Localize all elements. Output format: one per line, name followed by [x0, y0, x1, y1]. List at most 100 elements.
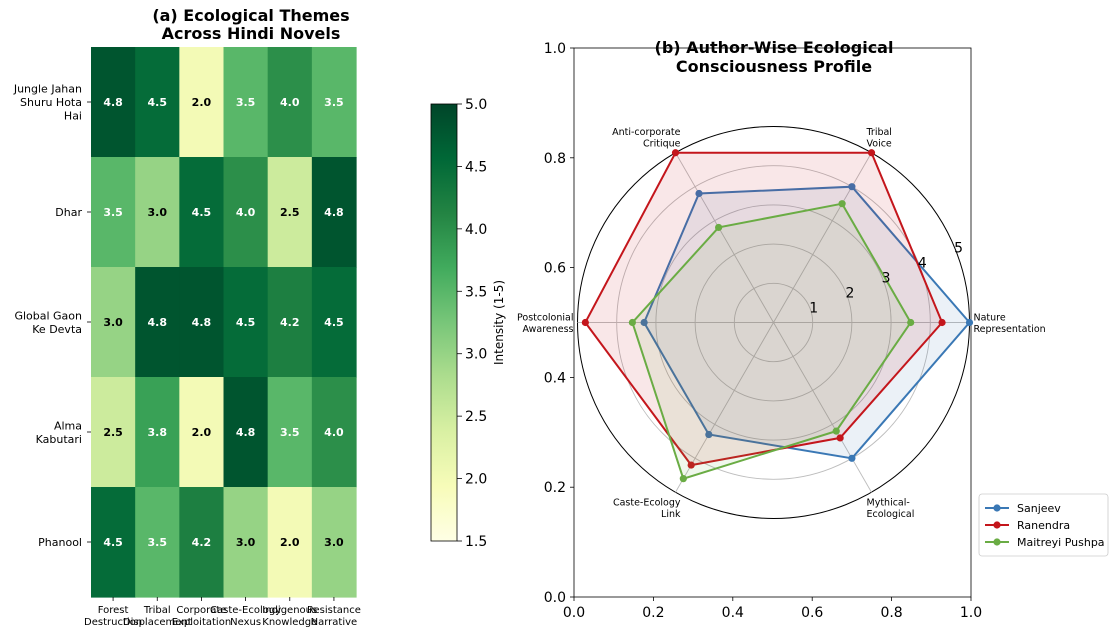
heatmap-cell-label: 2.0 — [192, 426, 212, 439]
radar-point — [832, 427, 840, 435]
legend-label: Maitreyi Pushpa — [1017, 536, 1105, 549]
radar-series-fill — [632, 203, 911, 479]
heatmap-cell — [223, 377, 269, 488]
heatmap-cell-label: 4.2 — [280, 316, 300, 329]
heatmap-cell — [311, 487, 357, 598]
radar-axis-label: Link — [661, 509, 681, 520]
heatmap-cell-label: 4.8 — [324, 206, 344, 219]
heatmap-cell-label: 4.2 — [192, 536, 212, 549]
heatmap-cell — [179, 47, 225, 158]
radar-title-line-2: Consciousness Profile — [676, 57, 872, 76]
legend-marker — [993, 504, 1001, 512]
legend-label: Sanjeev — [1017, 502, 1061, 515]
radar-point — [938, 318, 946, 327]
heatmap-cell-label: 3.0 — [324, 536, 344, 549]
heatmap-row-label: Jungle Jahan — [13, 83, 82, 96]
heatmap-column-label: Destruction — [84, 617, 142, 628]
heatmap-column-labels: ForestDestructionTribalDisplacementCorpo… — [84, 597, 361, 628]
heatmap-cell — [311, 267, 357, 378]
heatmap-cell-label: 2.0 — [192, 96, 212, 109]
colorbar-gradient — [430, 103, 458, 542]
heatmap-cell — [311, 47, 357, 158]
heatmap-cell — [91, 487, 136, 598]
heatmap-cell — [223, 487, 269, 598]
heatmap-cell — [91, 47, 136, 158]
heatmap-cell-label: 4.5 — [148, 96, 168, 109]
heatmap-cell-label: 4.8 — [148, 316, 168, 329]
heatmap-column-label: Narrative — [311, 617, 358, 628]
heatmap-cell-label: 3.8 — [148, 426, 168, 439]
heatmap-cell — [179, 157, 225, 268]
radar-axis-label: Ecological — [867, 509, 915, 520]
colorbar-tick-label: 2.5 — [465, 409, 487, 425]
legend-items: Sanjeev Ranendra Maitreyi Pushpa — [985, 502, 1105, 549]
radar-point — [907, 318, 915, 327]
heatmap-cell — [91, 157, 136, 268]
radar-frame-y-tick-label: 1.0 — [544, 41, 566, 57]
radar-frame-y-tick-label: 0.8 — [544, 151, 566, 167]
heatmap-cell-label: 3.0 — [103, 316, 123, 329]
radar-frame-y-tick-label: 0.2 — [544, 480, 566, 496]
heatmap-row-label: Ke Devta — [32, 323, 82, 336]
colorbar-tick-label: 1.5 — [465, 534, 487, 550]
heatmap-column-label: Knowledge — [262, 617, 317, 628]
radar-radial-tick-labels: 1 2 3 4 5 — [809, 240, 963, 316]
colorbar-tick-label: 4.5 — [465, 159, 487, 175]
radar-axis-label: Nature — [974, 312, 1006, 323]
heatmap-cell-label: 2.5 — [103, 426, 123, 439]
colorbar-tick-label: 4.0 — [465, 222, 487, 238]
heatmap-cell — [179, 377, 225, 488]
radar-axis-label: Anti-corporate — [612, 127, 681, 138]
legend-marker — [993, 538, 1001, 546]
radar-point — [679, 475, 687, 483]
radar-axis-label: Voice — [867, 138, 892, 149]
radar-axis-label: Critique — [643, 138, 681, 149]
radar-point — [671, 149, 680, 157]
legend-box — [978, 493, 1109, 557]
heatmap-column-label: Nexus — [230, 617, 261, 628]
heatmap-row-label: Dhar — [55, 206, 82, 219]
radar-series-fill — [644, 186, 970, 459]
radar-spoke — [675, 152, 774, 323]
heatmap-column-label: Displacement — [123, 617, 192, 628]
heatmap-cell-label: 3.5 — [280, 426, 300, 439]
heatmap-row-label: Hai — [64, 110, 82, 123]
radar-frame-y-tick-label: 0.6 — [544, 261, 566, 277]
heatmap-cell — [135, 157, 180, 268]
radar-frame-x-tick-label: 1.0 — [960, 605, 982, 621]
radar-point — [695, 189, 703, 198]
heatmap-cell — [179, 267, 225, 378]
radar-point — [640, 318, 648, 327]
heatmap-cell-label: 3.5 — [236, 96, 256, 109]
radar-frame-x-tick-label: 0.2 — [642, 605, 664, 621]
heatmap-column-label: Corporate — [176, 605, 226, 616]
radar-grid — [577, 126, 970, 519]
radar-point — [965, 318, 974, 327]
heatmap-cell — [135, 377, 180, 488]
heatmap-cell — [223, 267, 269, 378]
radar-title-line-1: (b) Author-Wise Ecological — [655, 38, 894, 57]
colorbar-tick-label: 2.0 — [465, 472, 487, 488]
heatmap-panel: (a) Ecological Themes Across Hindi Novel… — [13, 6, 361, 628]
radar-radial-tick-label: 1 — [809, 300, 818, 316]
heatmap-column-label: Indigenous — [262, 605, 317, 616]
legend-label: Ranendra — [1017, 519, 1070, 532]
heatmap-cell-label: 4.0 — [236, 206, 256, 219]
radar-series — [581, 149, 974, 483]
heatmap-column-label: Tribal — [143, 605, 171, 616]
colorbar-tick-label: 3.5 — [465, 284, 487, 300]
heatmap-column-label: Resistance — [307, 605, 361, 616]
heatmap-cell — [135, 487, 180, 598]
radar-axis-label: Mythical- — [867, 498, 910, 509]
heatmap-cell-label: 4.0 — [280, 96, 300, 109]
heatmap-title-line-2: Across Hindi Novels — [162, 24, 341, 43]
heatmap-cells: 4.8 4.5 2.0 3.5 4.0 3.5 3.5 3.0 4.5 4.0 2.5 4.8 3.0 4… — [91, 47, 357, 598]
heatmap-cell-label: 4.8 — [236, 426, 256, 439]
radar-point — [838, 200, 846, 208]
heatmap-cell-label: 4.0 — [324, 426, 344, 439]
heatmap-cell — [91, 377, 136, 488]
heatmap-cell-label: 3.5 — [103, 206, 123, 219]
heatmap-cell-label: 4.5 — [103, 536, 123, 549]
radar-axis-label: Postcolonial — [517, 312, 574, 323]
